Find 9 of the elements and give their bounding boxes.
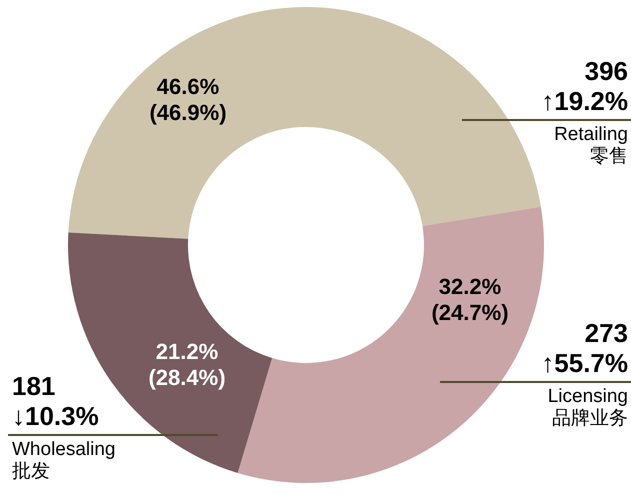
- slice-label: Wholesaling 批发: [12, 439, 116, 484]
- slice-label: Retailing 零售: [554, 124, 628, 169]
- text: 181 ↓10.3%: [12, 370, 99, 432]
- data-label: 46.6% (46.9%): [149, 74, 227, 126]
- data-label: 21.2% (28.4%): [148, 339, 226, 391]
- data-label: 32.2% (24.7%): [431, 274, 509, 326]
- text: 396 ↑19.2%: [541, 56, 628, 117]
- text: 273 ↑55.7%: [541, 318, 628, 379]
- slice-label: Licensing 品牌业务: [548, 386, 628, 431]
